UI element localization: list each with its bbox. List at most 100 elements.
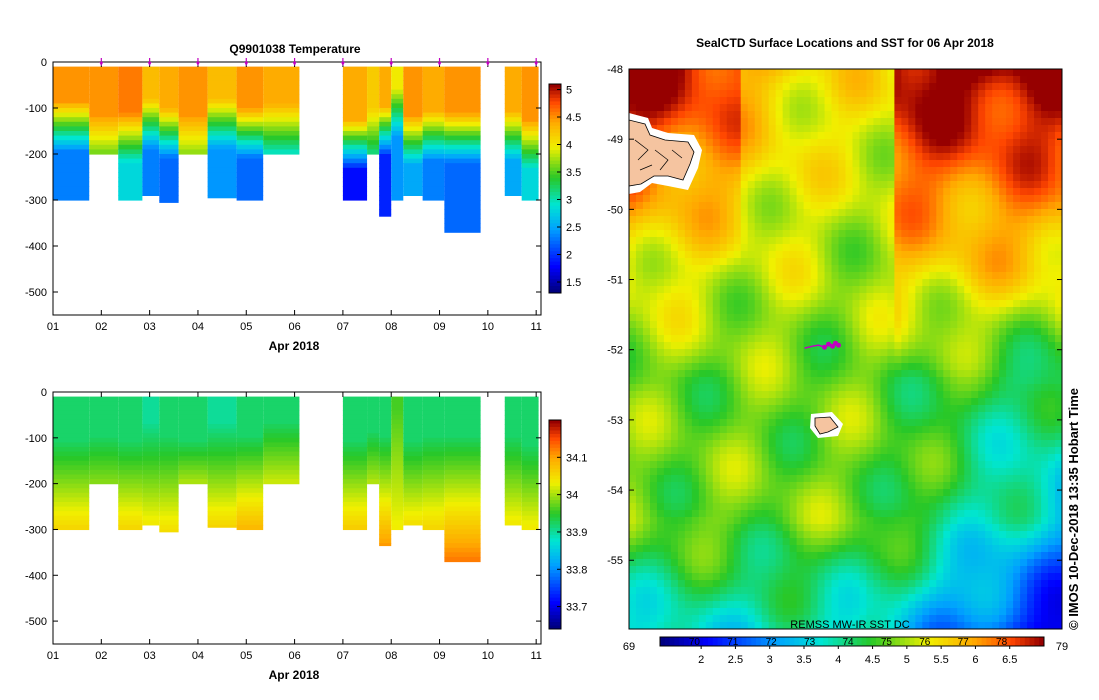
- sst-cell: [936, 321, 944, 329]
- sst-cell: [866, 104, 874, 112]
- sst-cell: [670, 279, 679, 287]
- sst-cell: [761, 181, 770, 189]
- profile-cell: [422, 112, 445, 118]
- sst-cell: [901, 391, 909, 399]
- profile-cell: [159, 474, 179, 480]
- sst-cell: [768, 398, 777, 406]
- sst-cell: [712, 363, 721, 371]
- sst-cell: [705, 174, 714, 182]
- sst-cell: [964, 363, 972, 371]
- sst-cell: [866, 300, 874, 308]
- profile-cell: [367, 98, 380, 104]
- sst-cell: [796, 475, 805, 483]
- sst-cell: [705, 377, 714, 385]
- sst-cell: [712, 104, 721, 112]
- sst-cell: [992, 328, 1000, 336]
- sst-cell: [1048, 314, 1056, 322]
- profile-cell: [53, 126, 90, 132]
- sst-cell: [999, 314, 1007, 322]
- sst-cell: [838, 139, 846, 147]
- sst-cell: [1048, 293, 1056, 301]
- sst-cell: [908, 405, 916, 413]
- sst-cell: [747, 139, 756, 147]
- profile-cell: [118, 428, 143, 434]
- profile-cell: [118, 112, 143, 118]
- sst-cell: [747, 202, 756, 210]
- sst-cell: [733, 258, 742, 266]
- sst-cell: [852, 384, 860, 392]
- sst-cell: [1041, 146, 1049, 154]
- sst-cell: [1020, 398, 1028, 406]
- sst-cell: [789, 461, 798, 469]
- sst-cell: [1027, 384, 1035, 392]
- profile-cell: [504, 396, 522, 402]
- sst-cell: [782, 328, 791, 336]
- sst-cell: [775, 398, 784, 406]
- sst-cell: [642, 293, 651, 301]
- sst-cell: [649, 209, 658, 217]
- sst-cell: [726, 307, 735, 315]
- profile-cell: [403, 410, 423, 416]
- sst-cell: [691, 69, 700, 77]
- sst-cell: [719, 125, 728, 133]
- profile-cell: [521, 135, 539, 141]
- profile-cell: [89, 428, 119, 434]
- sst-cell: [768, 384, 777, 392]
- sst-cell: [754, 370, 763, 378]
- profile-cell: [236, 446, 264, 453]
- sst-cell: [873, 454, 881, 462]
- sst-cell: [929, 160, 937, 168]
- sst-cell: [775, 223, 784, 231]
- sst-cell: [810, 216, 819, 224]
- profile-cell: [178, 94, 208, 100]
- profile-cell: [342, 131, 368, 137]
- sst-cell: [992, 237, 1000, 245]
- sst-cell: [747, 307, 756, 315]
- sst-cell: [901, 76, 909, 84]
- sst-cell: [838, 230, 846, 238]
- colorbar-tick-label: 4: [566, 140, 572, 152]
- sst-cell: [831, 111, 840, 119]
- sst-cell: [719, 230, 728, 238]
- colorbar-tick-label: 34.1: [566, 452, 587, 464]
- sst-cell: [922, 461, 930, 469]
- sst-cell: [880, 314, 888, 322]
- sst-cell: [971, 384, 979, 392]
- sst-cell: [824, 398, 833, 406]
- sst-cell: [649, 279, 658, 287]
- sst-cell: [1055, 104, 1063, 112]
- sst-cell: [782, 251, 791, 259]
- sst-cell: [775, 300, 784, 308]
- profile-cell: [342, 89, 368, 95]
- sst-cell: [1041, 447, 1049, 455]
- sst-cell: [1013, 125, 1021, 133]
- profile-cell: [444, 167, 481, 173]
- sst-cell: [1020, 440, 1028, 448]
- sst-cell: [789, 433, 798, 441]
- sst-cell: [1006, 181, 1014, 189]
- sst-row: [629, 272, 1063, 280]
- profile-cell: [142, 437, 160, 443]
- sst-cell: [964, 349, 972, 357]
- sst-cell: [992, 272, 1000, 280]
- sst-cell: [740, 307, 749, 315]
- sst-row: [629, 209, 1063, 217]
- sst-cell: [726, 69, 735, 77]
- profile-marker-head: [389, 62, 394, 66]
- sst-cell: [824, 209, 833, 217]
- sst-cell: [740, 230, 749, 238]
- profile-cell: [367, 437, 380, 443]
- sst-cell: [887, 111, 895, 119]
- sst-cell: [950, 111, 958, 119]
- sst-cell: [908, 251, 916, 259]
- sst-cell: [775, 174, 784, 182]
- sst-cell: [1048, 328, 1056, 336]
- sst-cell: [978, 230, 986, 238]
- profile-cell: [178, 442, 208, 448]
- sst-cell: [1034, 335, 1042, 343]
- sst-cell: [775, 104, 784, 112]
- sst-cell: [817, 83, 826, 91]
- profile-cell: [178, 121, 208, 127]
- profile-cell: [379, 167, 392, 173]
- colorbar-band: [549, 615, 561, 620]
